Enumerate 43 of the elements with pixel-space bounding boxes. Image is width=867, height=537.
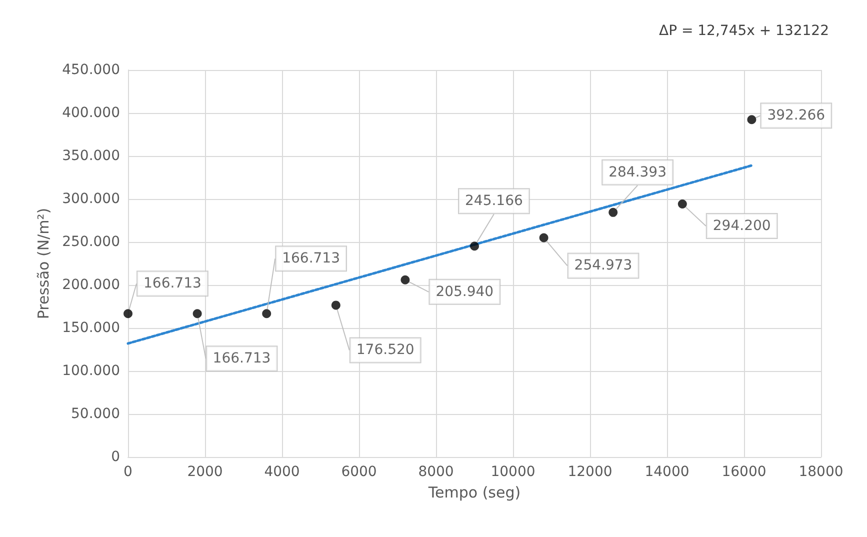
y-tick-label: 400.000 — [62, 105, 120, 121]
y-tick-label: 250.000 — [62, 234, 120, 250]
point — [124, 309, 132, 318]
y-tick-label: 0 — [111, 449, 120, 465]
y-tick-label: 100.000 — [62, 363, 120, 379]
y-tick-label: 200.000 — [62, 277, 120, 293]
x-tick-label: 12000 — [568, 464, 612, 480]
x-tick-label: 2000 — [187, 464, 223, 480]
x-tick-label: 0 — [124, 464, 132, 480]
data-label: 294.200 — [712, 218, 771, 234]
x-tick-label: 6000 — [341, 464, 377, 480]
point — [262, 309, 272, 318]
y-tick-label: 150.000 — [62, 320, 120, 336]
point — [608, 208, 618, 217]
point — [678, 199, 687, 208]
y-tick-label: 350.000 — [62, 148, 120, 164]
point — [331, 300, 340, 310]
data-label: 166.713 — [212, 350, 271, 367]
data-label: 205.940 — [436, 284, 494, 300]
data-label: 254.973 — [574, 258, 632, 274]
x-tick-label: 4000 — [264, 464, 300, 480]
text: ΔP = 12,745x + 132122 — [659, 23, 830, 39]
y-axis-title: Pressão (N/m²) — [34, 208, 53, 320]
point — [747, 115, 756, 124]
data-label: 166.713 — [144, 276, 202, 292]
data-label: 166.713 — [282, 250, 340, 267]
x-axis-title: Tempo (seg) — [427, 484, 521, 502]
x-tick-label: 16000 — [722, 464, 766, 480]
y-tick-label: 300.000 — [62, 191, 120, 207]
point — [400, 275, 410, 284]
data-label: 245.166 — [465, 193, 523, 210]
x-tick-label: 14000 — [644, 464, 690, 480]
point — [192, 309, 202, 318]
y-tick-label: 450.000 — [62, 62, 120, 78]
x-tick-label: 10000 — [490, 464, 536, 480]
data-label: 284.393 — [608, 164, 667, 180]
point — [539, 233, 548, 242]
data-label: 176.520 — [356, 342, 414, 358]
data-label: 392.266 — [767, 108, 826, 124]
x-tick-label: 18000 — [798, 464, 844, 480]
y-tick-label: 50.000 — [71, 406, 120, 422]
x-tick-label: 8000 — [418, 464, 454, 480]
point — [470, 242, 479, 251]
